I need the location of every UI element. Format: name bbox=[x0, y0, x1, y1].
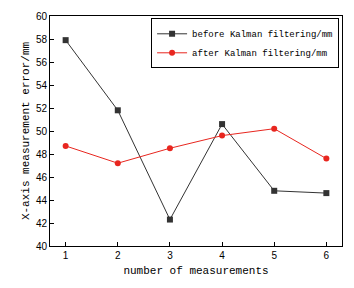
svg-text:5: 5 bbox=[271, 250, 277, 261]
svg-text:56: 56 bbox=[36, 57, 48, 68]
svg-text:before Kalman filtering/mm: before Kalman filtering/mm bbox=[192, 30, 332, 40]
svg-text:40: 40 bbox=[36, 241, 48, 252]
svg-text:3: 3 bbox=[167, 250, 173, 261]
svg-text:42: 42 bbox=[36, 218, 48, 229]
svg-text:50: 50 bbox=[36, 126, 48, 137]
svg-text:X-axis measurement error/mm: X-axis measurement error/mm bbox=[20, 41, 32, 220]
svg-text:2: 2 bbox=[115, 250, 121, 261]
svg-text:1: 1 bbox=[63, 250, 69, 261]
svg-text:46: 46 bbox=[36, 172, 48, 183]
svg-text:58: 58 bbox=[36, 34, 48, 45]
svg-text:54: 54 bbox=[36, 80, 48, 91]
svg-text:4: 4 bbox=[219, 250, 225, 261]
svg-text:60: 60 bbox=[36, 11, 48, 22]
svg-text:48: 48 bbox=[36, 149, 48, 160]
svg-text:number of measurements: number of measurements bbox=[123, 265, 268, 277]
svg-text:6: 6 bbox=[324, 250, 330, 261]
svg-text:44: 44 bbox=[36, 195, 48, 206]
svg-text:after Kalman filtering/mm: after Kalman filtering/mm bbox=[192, 49, 327, 59]
svg-text:52: 52 bbox=[36, 103, 48, 114]
